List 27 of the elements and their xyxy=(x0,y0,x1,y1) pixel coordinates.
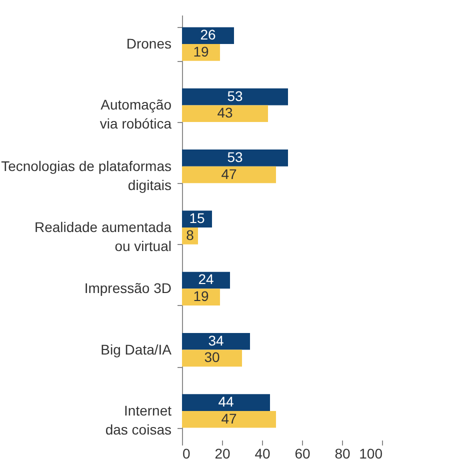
x-tick-label: 40 xyxy=(254,446,270,462)
y-tick-label: Tecnologias de plataformas digitais xyxy=(1,158,172,193)
x-tick-label: 0 xyxy=(182,446,190,462)
data-label: 53 xyxy=(227,88,243,104)
data-label: 24 xyxy=(198,271,214,288)
data-label: 19 xyxy=(193,43,209,60)
data-label: 30 xyxy=(204,349,220,366)
data-label: 47 xyxy=(221,166,237,182)
data-label: 44 xyxy=(218,394,234,410)
data-label: 8 xyxy=(186,226,194,243)
data-label: 15 xyxy=(189,210,205,226)
x-tick-label: 20 xyxy=(214,446,230,462)
y-tick-label: Impressão 3D xyxy=(84,280,172,296)
x-tick-label: 100 xyxy=(359,446,383,462)
data-label: 53 xyxy=(227,148,243,165)
y-tick-label: Internet das coisas xyxy=(105,402,172,438)
data-label: 43 xyxy=(217,104,233,121)
data-label: 26 xyxy=(200,26,216,43)
y-tick-label: Automação via robótica xyxy=(100,96,172,132)
y-tick-label: Big Data/IA xyxy=(100,341,172,358)
data-label: 47 xyxy=(221,410,237,426)
y-tick-label: Realidade aumentada ou virtual xyxy=(34,219,172,254)
x-tick-label: 80 xyxy=(334,446,350,462)
x-tick-label: 60 xyxy=(294,446,310,462)
y-tick-label: Drones xyxy=(126,36,172,52)
data-label: 19 xyxy=(193,288,209,304)
data-label: 34 xyxy=(208,332,224,348)
